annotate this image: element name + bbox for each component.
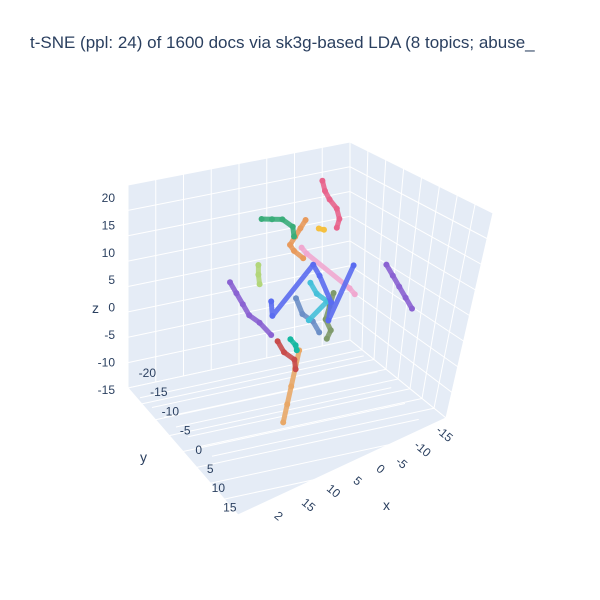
data-point: [389, 272, 396, 279]
data-point: [328, 299, 335, 306]
y-tick-label: -10: [162, 404, 180, 418]
x-axis-title: x: [383, 497, 390, 513]
data-point: [287, 241, 293, 248]
data-point: [333, 224, 340, 231]
data-point: [336, 215, 343, 222]
data-point: [330, 290, 337, 296]
z-tick-label: 5: [108, 273, 115, 287]
data-point: [351, 291, 358, 298]
data-point: [269, 312, 276, 319]
data-point: [293, 295, 299, 302]
chart-title: t-SNE (ppl: 24) of 1600 docs via sk3g-ba…: [30, 33, 535, 52]
data-point: [316, 329, 323, 336]
cluster-trail: [275, 338, 299, 372]
x-tick-label: 10: [324, 481, 343, 501]
data-point: [258, 216, 265, 222]
data-point: [255, 271, 262, 278]
z-tick-label: -15: [98, 383, 116, 397]
data-point: [288, 383, 295, 390]
data-point: [274, 338, 281, 345]
y-tick-label: 15: [223, 500, 237, 514]
data-point: [383, 261, 390, 268]
data-point: [269, 216, 275, 223]
data-point: [279, 216, 286, 223]
data-point: [326, 196, 333, 203]
z-tick-label: -10: [98, 355, 116, 369]
data-point: [333, 205, 340, 212]
x-tick-label: 15: [299, 495, 318, 515]
data-point: [299, 311, 306, 317]
z-tick-label: 15: [102, 218, 116, 232]
data-point: [255, 262, 262, 268]
data-point: [346, 285, 353, 292]
y-tick-label: 0: [195, 443, 202, 457]
data-point: [322, 188, 328, 195]
y-tick-label: 5: [207, 462, 214, 476]
x-tick-label: 2: [272, 508, 286, 523]
gridlines: [127, 147, 488, 500]
data-point: [396, 283, 403, 290]
data-point: [284, 401, 291, 408]
data-point: [268, 332, 275, 338]
data-point: [310, 261, 317, 268]
data-point: [291, 247, 297, 254]
data-point: [409, 305, 415, 312]
z-tick-label: 20: [102, 191, 116, 205]
data-point: [350, 262, 357, 269]
z-tick-label: 0: [108, 301, 115, 315]
y-tick-label: 10: [212, 481, 226, 495]
z-tick-label: 10: [102, 246, 116, 260]
data-point: [327, 327, 334, 334]
x-tick-label: 5: [351, 473, 365, 488]
data-point: [292, 342, 299, 349]
data-point: [280, 419, 287, 426]
data-point: [303, 250, 310, 257]
data-point: [291, 233, 297, 240]
data-point: [291, 356, 298, 363]
data-point: [313, 290, 320, 297]
data-point: [246, 312, 253, 319]
z-axis-title: z: [92, 300, 99, 316]
y-tick-label: -20: [139, 366, 157, 380]
data-points: [227, 177, 415, 426]
data-point: [281, 349, 287, 356]
data-point: [323, 335, 330, 342]
data-point: [292, 366, 299, 373]
data-point: [233, 290, 240, 297]
data-point: [298, 244, 305, 251]
data-point: [307, 279, 314, 286]
y-tick-label: -15: [150, 385, 168, 399]
x-tick-label: -10: [411, 438, 434, 460]
data-point: [315, 225, 322, 232]
cluster-trail: [299, 245, 358, 297]
y-axis-title: y: [140, 449, 147, 465]
cluster-trail: [306, 280, 330, 323]
data-point: [297, 225, 304, 232]
data-point: [227, 279, 233, 286]
z-axis-ticks: 20 15 10 5 0 -5 -10 -15: [98, 191, 116, 397]
data-point: [289, 223, 296, 230]
y-axis-ticks: -20 -15 -10-5 05 10 15: [139, 366, 237, 514]
data-point: [302, 217, 309, 223]
data-point: [325, 317, 332, 324]
z-tick-label: -5: [104, 328, 115, 342]
x-tick-label: -5: [393, 454, 410, 472]
data-point: [293, 347, 300, 354]
data-point: [300, 255, 307, 262]
data-point: [319, 177, 326, 184]
data-point: [287, 336, 294, 343]
x-tick-label: -15: [433, 423, 456, 445]
data-point: [305, 317, 312, 324]
data-point: [239, 301, 246, 308]
y-tick-label: -5: [180, 424, 191, 438]
data-point: [256, 319, 263, 326]
data-point: [316, 272, 323, 279]
data-point: [256, 281, 263, 288]
data-point: [268, 298, 275, 305]
x-tick-label: 0: [374, 461, 388, 476]
data-point: [321, 226, 327, 233]
data-point: [402, 294, 409, 301]
